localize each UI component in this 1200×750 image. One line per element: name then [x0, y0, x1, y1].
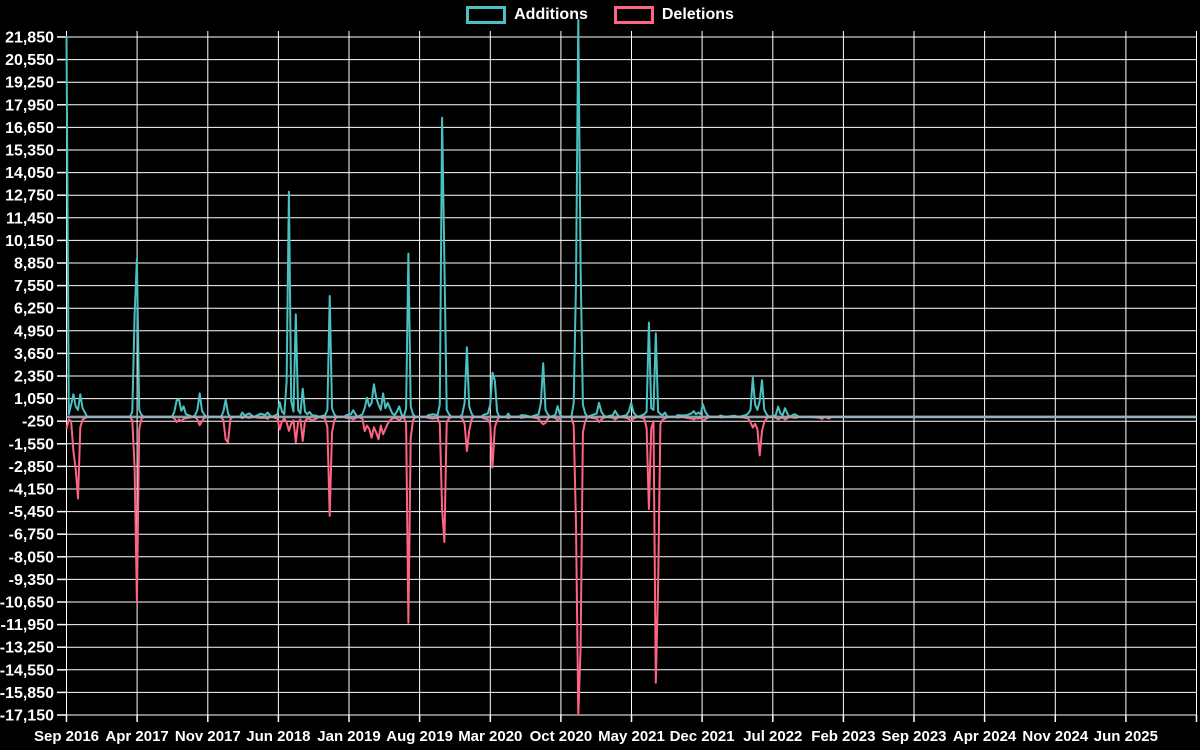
chart-legend: Additions Deletions	[0, 6, 1200, 24]
y-axis-tick-label: 19,250	[5, 75, 54, 92]
x-axis-tick-label: Feb 2023	[811, 728, 875, 745]
y-axis-tick-label: -4,150	[9, 482, 54, 499]
x-axis-tick-label: May 2021	[598, 728, 665, 745]
y-axis-tick-label: 14,050	[5, 165, 54, 182]
y-axis-tick-label: -6,750	[9, 527, 54, 544]
y-axis-tick-label: -2,850	[9, 459, 54, 476]
x-axis-tick-label: Aug 2019	[386, 728, 453, 745]
y-axis-tick-label: 1,050	[14, 391, 54, 408]
y-axis-tick-label: -5,450	[9, 504, 54, 521]
y-axis-tick-label: 16,650	[5, 120, 54, 137]
y-axis-tick-label: 4,950	[14, 323, 54, 340]
y-axis-tick-label: 2,350	[14, 369, 54, 386]
y-axis-tick-label: 15,350	[5, 143, 54, 160]
y-axis-tick-label: 10,150	[5, 233, 54, 250]
legend-item-deletions[interactable]: Deletions	[613, 6, 734, 24]
y-axis-tick-label: -13,250	[0, 640, 54, 657]
x-axis-tick-label: Oct 2020	[530, 728, 593, 745]
x-axis-tick-label: Jan 2019	[317, 728, 380, 745]
x-axis-tick-label: Mar 2020	[458, 728, 522, 745]
legend-label-additions: Additions	[514, 6, 588, 23]
y-axis-tick-label: 7,550	[14, 278, 54, 295]
x-axis-tick-label: Jul 2022	[743, 728, 802, 745]
y-axis-tick-label: -8,050	[9, 549, 54, 566]
x-axis-tick-label: Dec 2021	[670, 728, 735, 745]
additions-swatch-icon	[466, 6, 507, 24]
y-axis-tick-label: 20,550	[5, 52, 54, 69]
y-axis-tick-label: -250	[22, 414, 54, 431]
x-axis-tick-label: Apr 2017	[105, 728, 168, 745]
y-axis-tick-label: 11,450	[6, 210, 54, 227]
y-axis-tick-label: 12,750	[5, 188, 54, 205]
x-axis-tick-label: Sep 2016	[34, 728, 99, 745]
y-axis-tick-label: -11,950	[1, 617, 54, 634]
legend-item-additions[interactable]: Additions	[466, 6, 588, 24]
x-axis-tick-label: Nov 2024	[1022, 728, 1089, 745]
y-axis-tick-label: -15,850	[0, 685, 54, 702]
y-axis-tick-label: 6,250	[14, 301, 54, 318]
x-axis-tick-label: Apr 2024	[953, 728, 1017, 745]
y-axis-tick-label: 3,650	[14, 346, 54, 363]
y-axis-tick-label: -17,150	[0, 708, 54, 725]
x-axis-tick-label: Sep 2023	[881, 728, 946, 745]
y-axis-tick-label: -1,550	[9, 436, 54, 453]
y-axis-tick-label: -9,350	[9, 572, 54, 589]
y-axis-tick-label: -10,650	[0, 595, 54, 612]
y-axis-tick-label: -14,550	[0, 662, 54, 679]
deletions-swatch-icon	[613, 6, 654, 24]
x-axis-tick-label: Nov 2017	[175, 728, 241, 745]
y-axis-tick-label: 8,850	[14, 256, 54, 273]
x-axis-tick-label: Jun 2018	[246, 728, 310, 745]
y-axis-tick-label: 21,850	[5, 30, 54, 47]
y-axis-tick-label: 17,950	[5, 97, 54, 114]
x-axis-tick-label: Jun 2025	[1094, 728, 1158, 745]
legend-label-deletions: Deletions	[661, 6, 734, 23]
